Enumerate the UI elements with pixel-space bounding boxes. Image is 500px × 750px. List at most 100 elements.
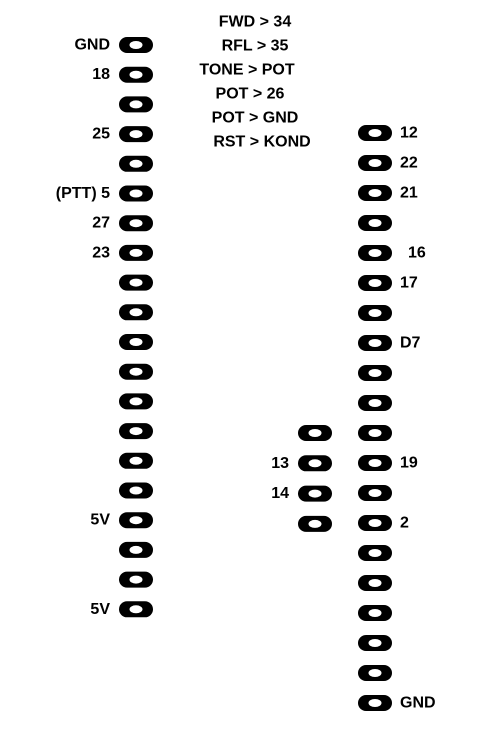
connection-note: RFL > 35: [222, 38, 289, 55]
left-pin: [119, 601, 153, 618]
pin-hole: [129, 278, 143, 287]
left-pin: [119, 512, 153, 529]
right-pin-label: 16: [408, 245, 426, 262]
pin-hole: [368, 669, 382, 677]
connection-note: POT > 26: [216, 86, 285, 103]
pin-hole: [129, 575, 143, 584]
pin-hole: [129, 248, 143, 257]
left-pin: [119, 452, 153, 469]
pin-hole: [129, 100, 143, 109]
pin-hole: [368, 519, 382, 527]
pin-hole: [368, 579, 382, 587]
right-pin-label: 19: [400, 455, 418, 472]
left-pin: [119, 423, 153, 440]
pin-hole: [368, 339, 382, 347]
right-pin: [358, 575, 392, 591]
right-pin: [358, 545, 392, 561]
left-pin-label: (PTT) 5: [56, 185, 110, 202]
pin-hole: [129, 338, 143, 346]
left-pin: [119, 482, 153, 499]
right-pin-label: GND: [400, 695, 436, 712]
middle-pin: [298, 515, 332, 532]
left-pin: [119, 541, 153, 558]
pin-hole: [129, 427, 143, 436]
middle-pin: [298, 455, 332, 472]
left-pin: [119, 363, 153, 380]
pin-hole: [129, 516, 143, 525]
pin-hole: [368, 609, 382, 617]
pin-hole: [129, 308, 143, 317]
left-pin: [119, 96, 153, 113]
pin-hole: [368, 309, 382, 317]
left-pin: [119, 37, 153, 53]
pin-hole: [308, 429, 322, 437]
right-pin: [358, 335, 392, 351]
left-pin: [119, 304, 153, 321]
left-pin: [119, 244, 153, 261]
pin-hole: [368, 249, 382, 257]
pin-hole: [308, 519, 322, 528]
pin-hole: [368, 429, 382, 437]
left-pin-label: 5V: [90, 512, 110, 529]
pin-hole: [368, 279, 382, 287]
pin-hole: [368, 129, 382, 137]
pin-hole: [129, 367, 143, 376]
pin-hole: [129, 159, 143, 168]
left-header: GND 18 25 (PTT) 5 27 23 5V 5V: [56, 37, 153, 618]
middle-pin: [298, 425, 332, 441]
left-pin-label: 25: [92, 126, 110, 143]
right-pin: [358, 395, 392, 411]
left-pin: [119, 126, 153, 143]
right-pin-label: 2: [400, 515, 409, 532]
pin-hole: [368, 219, 382, 227]
right-pin: [358, 515, 392, 531]
connection-note: FWD > 34: [219, 14, 292, 31]
connection-note: POT > GND: [212, 110, 299, 127]
left-pin-label: 5V: [90, 601, 110, 618]
pin-hole: [129, 456, 143, 465]
middle-pin-label: 14: [271, 485, 289, 502]
pin-hole: [129, 70, 143, 79]
right-pin: [358, 485, 392, 501]
right-pin: [358, 605, 392, 621]
right-pin: [358, 365, 392, 381]
left-pin: [119, 393, 153, 410]
right-pin: [358, 665, 392, 681]
pin-hole: [129, 397, 143, 406]
middle-pin-label: 13: [271, 455, 289, 472]
left-pin: [119, 155, 153, 172]
middle-pin: [298, 485, 332, 502]
right-pin-label: D7: [400, 335, 421, 352]
right-pin: [358, 305, 392, 321]
pin-hole: [368, 189, 382, 197]
right-pin-label: 21: [400, 185, 418, 202]
pin-hole: [368, 159, 382, 167]
right-pin: [358, 455, 392, 471]
left-pin: [119, 571, 153, 588]
pin-hole: [129, 130, 143, 139]
right-pin-label: 12: [400, 125, 418, 142]
pin-hole: [308, 459, 322, 468]
connection-note: RST > KOND: [213, 134, 310, 151]
left-pin: [119, 185, 153, 202]
right-pin-label: 22: [400, 155, 418, 172]
right-pin: [358, 695, 392, 711]
left-pin: [119, 215, 153, 232]
left-pin-label: 18: [92, 66, 110, 83]
pin-hole: [368, 549, 382, 557]
right-pin-label: 17: [400, 275, 418, 292]
pin-hole: [129, 605, 143, 614]
pin-hole: [129, 41, 143, 49]
left-pin: [119, 274, 153, 291]
left-pin: [119, 66, 153, 83]
left-pin: [119, 334, 153, 350]
right-header: 12 22 21 16 17 D7 19 2 GND: [358, 125, 436, 712]
pin-hole: [368, 369, 382, 377]
pin-hole: [129, 219, 143, 228]
pin-hole: [129, 486, 143, 495]
right-pin: [358, 125, 392, 141]
pin-hole: [368, 399, 382, 407]
right-pin: [358, 245, 392, 261]
pin-hole: [308, 489, 322, 498]
